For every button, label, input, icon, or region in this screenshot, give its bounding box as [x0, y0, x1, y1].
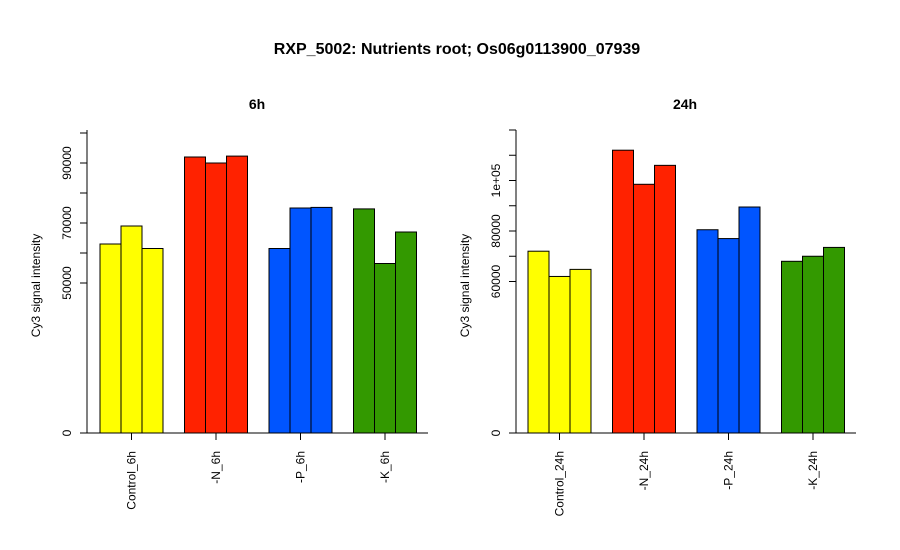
figure-title: RXP_5002: Nutrients root; Os06g0113900_0…: [274, 41, 641, 58]
x-tick-label: -P_6h: [294, 451, 308, 483]
bar: [141, 248, 164, 434]
y-tick-label: 0: [489, 429, 503, 436]
bar: [184, 156, 206, 434]
bar: [268, 248, 291, 434]
bar: [99, 243, 122, 434]
bar: [802, 255, 824, 434]
bar: [289, 207, 312, 434]
x-tick-label: Control_24h: [553, 451, 567, 516]
bar: [353, 208, 375, 434]
panel-title: 24h: [673, 96, 697, 112]
y-tick-label: 50000: [60, 266, 74, 300]
bar: [612, 149, 634, 434]
bar: [205, 162, 227, 434]
panel-title: 6h: [249, 96, 265, 112]
bar: [569, 268, 592, 434]
bar: [696, 229, 719, 434]
bar: [717, 238, 740, 434]
bar: [374, 263, 396, 434]
x-tick-label: -K_6h: [378, 451, 392, 483]
x-tick-label: -P_24h: [722, 451, 736, 490]
y-tick-label: 60000: [489, 264, 503, 298]
y-tick-label: 80000: [489, 214, 503, 248]
bar: [395, 231, 417, 434]
y-tick-label: 1e+05: [489, 163, 503, 197]
x-tick-label: -N_6h: [209, 451, 223, 484]
bar: [781, 260, 803, 434]
chart-panel-6h: 6h Cy3 signal intensity 0 50000 70000 90000 Co…: [29, 96, 428, 510]
y-tick-label: 90000: [60, 146, 74, 180]
bar: [310, 206, 333, 434]
bar: [654, 164, 676, 434]
y-axis-label: Cy3 signal intensity: [29, 234, 43, 337]
bar: [527, 250, 550, 434]
y-tick-label: 70000: [60, 206, 74, 240]
bar: [120, 225, 143, 434]
bar: [226, 155, 248, 434]
chart-panel-24h: 24h Cy3 signal intensity 0 60000 80000 1e+05 C…: [458, 96, 856, 516]
x-tick-label: -K_24h: [806, 451, 820, 490]
bar: [823, 246, 845, 434]
x-tick-label: Control_6h: [125, 451, 139, 510]
y-tick-label: 0: [60, 429, 74, 436]
x-tick-label: -N_24h: [637, 451, 651, 490]
bar: [548, 275, 571, 434]
bar: [738, 206, 761, 434]
bar: [633, 183, 655, 434]
y-axis-label: Cy3 signal intensity: [458, 234, 472, 337]
